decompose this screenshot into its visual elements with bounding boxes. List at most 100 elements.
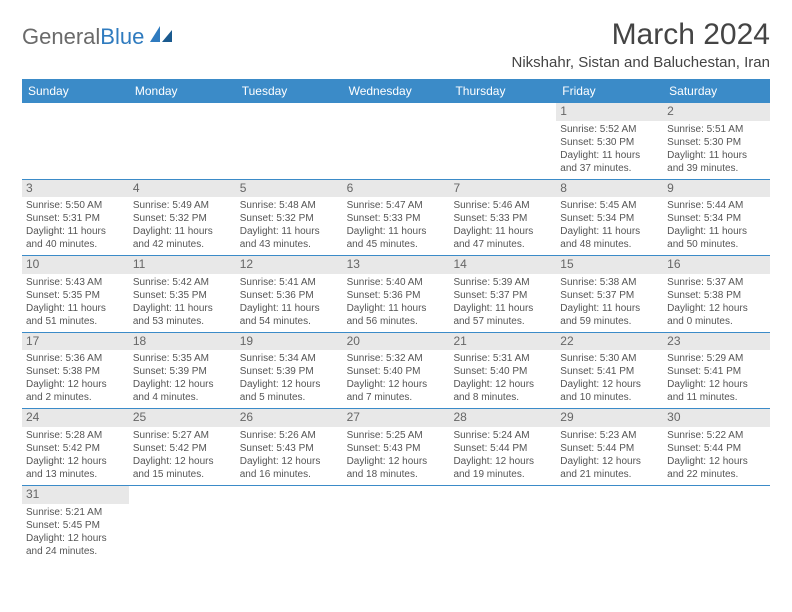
- empty-cell: [129, 103, 236, 179]
- daylight-line: Daylight: 12 hours: [453, 378, 552, 391]
- day-number: 10: [22, 256, 129, 274]
- daylight-line: and 11 minutes.: [667, 391, 766, 404]
- daylight-line: and 16 minutes.: [240, 468, 339, 481]
- sunset-line: Sunset: 5:36 PM: [240, 289, 339, 302]
- logo-sail-icon: [148, 24, 174, 44]
- sunrise-line: Sunrise: 5:32 AM: [347, 352, 446, 365]
- day-cell: 19Sunrise: 5:34 AMSunset: 5:39 PMDayligh…: [236, 333, 343, 409]
- weekday-label: Sunday: [22, 79, 129, 103]
- sunset-line: Sunset: 5:40 PM: [347, 365, 446, 378]
- day-number: 17: [22, 333, 129, 351]
- day-number: 28: [449, 409, 556, 427]
- week-row: 17Sunrise: 5:36 AMSunset: 5:38 PMDayligh…: [22, 333, 770, 410]
- empty-cell: [449, 103, 556, 179]
- day-cell: 4Sunrise: 5:49 AMSunset: 5:32 PMDaylight…: [129, 180, 236, 256]
- sunset-line: Sunset: 5:42 PM: [133, 442, 232, 455]
- sunrise-line: Sunrise: 5:44 AM: [667, 199, 766, 212]
- daylight-line: and 7 minutes.: [347, 391, 446, 404]
- daylight-line: and 37 minutes.: [560, 162, 659, 175]
- week-row: 10Sunrise: 5:43 AMSunset: 5:35 PMDayligh…: [22, 256, 770, 333]
- sunrise-line: Sunrise: 5:41 AM: [240, 276, 339, 289]
- logo-text-blue: Blue: [100, 24, 144, 50]
- sunset-line: Sunset: 5:31 PM: [26, 212, 125, 225]
- sunset-line: Sunset: 5:41 PM: [560, 365, 659, 378]
- sunset-line: Sunset: 5:35 PM: [26, 289, 125, 302]
- weekday-label: Thursday: [449, 79, 556, 103]
- day-cell: 30Sunrise: 5:22 AMSunset: 5:44 PMDayligh…: [663, 409, 770, 485]
- day-number: 14: [449, 256, 556, 274]
- daylight-line: Daylight: 12 hours: [560, 455, 659, 468]
- daylight-line: and 13 minutes.: [26, 468, 125, 481]
- logo-text-general: General: [22, 24, 100, 50]
- sunrise-line: Sunrise: 5:36 AM: [26, 352, 125, 365]
- day-cell: 26Sunrise: 5:26 AMSunset: 5:43 PMDayligh…: [236, 409, 343, 485]
- daylight-line: Daylight: 11 hours: [560, 225, 659, 238]
- daylight-line: and 50 minutes.: [667, 238, 766, 251]
- day-number: 25: [129, 409, 236, 427]
- daylight-line: Daylight: 12 hours: [453, 455, 552, 468]
- day-number: 8: [556, 180, 663, 198]
- sunset-line: Sunset: 5:34 PM: [560, 212, 659, 225]
- sunrise-line: Sunrise: 5:42 AM: [133, 276, 232, 289]
- day-cell: 27Sunrise: 5:25 AMSunset: 5:43 PMDayligh…: [343, 409, 450, 485]
- day-number: 26: [236, 409, 343, 427]
- day-number: 5: [236, 180, 343, 198]
- daylight-line: and 53 minutes.: [133, 315, 232, 328]
- day-number: 13: [343, 256, 450, 274]
- empty-cell: [343, 103, 450, 179]
- daylight-line: Daylight: 11 hours: [26, 302, 125, 315]
- daylight-line: and 19 minutes.: [453, 468, 552, 481]
- daylight-line: Daylight: 12 hours: [240, 378, 339, 391]
- empty-cell: [343, 486, 450, 562]
- day-number: 7: [449, 180, 556, 198]
- day-number: 15: [556, 256, 663, 274]
- daylight-line: Daylight: 12 hours: [133, 455, 232, 468]
- daylight-line: Daylight: 12 hours: [26, 455, 125, 468]
- daylight-line: Daylight: 12 hours: [667, 455, 766, 468]
- daylight-line: Daylight: 11 hours: [347, 225, 446, 238]
- sunset-line: Sunset: 5:30 PM: [667, 136, 766, 149]
- day-cell: 24Sunrise: 5:28 AMSunset: 5:42 PMDayligh…: [22, 409, 129, 485]
- day-cell: 5Sunrise: 5:48 AMSunset: 5:32 PMDaylight…: [236, 180, 343, 256]
- day-number: 21: [449, 333, 556, 351]
- sunrise-line: Sunrise: 5:43 AM: [26, 276, 125, 289]
- daylight-line: Daylight: 12 hours: [26, 378, 125, 391]
- daylight-line: and 51 minutes.: [26, 315, 125, 328]
- daylight-line: and 43 minutes.: [240, 238, 339, 251]
- sunset-line: Sunset: 5:35 PM: [133, 289, 232, 302]
- sunrise-line: Sunrise: 5:30 AM: [560, 352, 659, 365]
- daylight-line: Daylight: 12 hours: [133, 378, 232, 391]
- daylight-line: Daylight: 11 hours: [667, 225, 766, 238]
- daylight-line: and 4 minutes.: [133, 391, 232, 404]
- day-cell: 12Sunrise: 5:41 AMSunset: 5:36 PMDayligh…: [236, 256, 343, 332]
- sunset-line: Sunset: 5:43 PM: [347, 442, 446, 455]
- sunrise-line: Sunrise: 5:22 AM: [667, 429, 766, 442]
- day-cell: 21Sunrise: 5:31 AMSunset: 5:40 PMDayligh…: [449, 333, 556, 409]
- day-number: 24: [22, 409, 129, 427]
- daylight-line: Daylight: 11 hours: [347, 302, 446, 315]
- sunrise-line: Sunrise: 5:49 AM: [133, 199, 232, 212]
- day-cell: 3Sunrise: 5:50 AMSunset: 5:31 PMDaylight…: [22, 180, 129, 256]
- daylight-line: Daylight: 11 hours: [667, 149, 766, 162]
- daylight-line: Daylight: 11 hours: [453, 302, 552, 315]
- day-cell: 8Sunrise: 5:45 AMSunset: 5:34 PMDaylight…: [556, 180, 663, 256]
- sunset-line: Sunset: 5:37 PM: [560, 289, 659, 302]
- sunrise-line: Sunrise: 5:47 AM: [347, 199, 446, 212]
- daylight-line: Daylight: 11 hours: [133, 225, 232, 238]
- day-cell: 13Sunrise: 5:40 AMSunset: 5:36 PMDayligh…: [343, 256, 450, 332]
- day-cell: 6Sunrise: 5:47 AMSunset: 5:33 PMDaylight…: [343, 180, 450, 256]
- day-cell: 28Sunrise: 5:24 AMSunset: 5:44 PMDayligh…: [449, 409, 556, 485]
- day-number: 19: [236, 333, 343, 351]
- title-block: March 2024 Nikshahr, Sistan and Baluches…: [512, 18, 771, 71]
- empty-cell: [236, 486, 343, 562]
- daylight-line: and 10 minutes.: [560, 391, 659, 404]
- day-number: 23: [663, 333, 770, 351]
- daylight-line: Daylight: 12 hours: [347, 378, 446, 391]
- sunset-line: Sunset: 5:37 PM: [453, 289, 552, 302]
- day-cell: 29Sunrise: 5:23 AMSunset: 5:44 PMDayligh…: [556, 409, 663, 485]
- daylight-line: Daylight: 12 hours: [240, 455, 339, 468]
- header: GeneralBlue March 2024 Nikshahr, Sistan …: [22, 18, 770, 71]
- sunset-line: Sunset: 5:33 PM: [453, 212, 552, 225]
- daylight-line: and 0 minutes.: [667, 315, 766, 328]
- daylight-line: and 21 minutes.: [560, 468, 659, 481]
